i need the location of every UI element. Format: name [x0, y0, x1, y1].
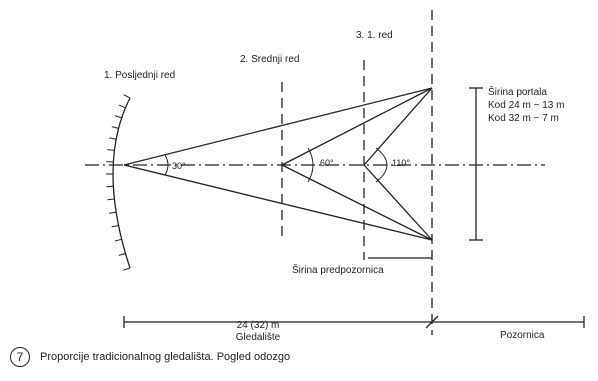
label-proscenium-width: Širina predpozornica	[292, 263, 384, 276]
seat-tick	[107, 198, 115, 201]
label-row-middle: 2. Srednji red	[240, 54, 299, 65]
figure-caption: 7 Proporcije tradicionalnog gledališta. …	[10, 345, 290, 369]
seat-tick	[109, 137, 117, 140]
angle-arc-30	[164, 154, 169, 176]
label-portal-24: Kod 24 m ~ 13 m	[488, 100, 564, 111]
label-portal-title: Širina portala	[488, 85, 547, 98]
label-row-last: 1. Posljednji red	[104, 70, 175, 81]
angle-arc-60	[307, 147, 314, 183]
back-row-seat-ticks	[106, 94, 131, 271]
portal-width-dimension	[469, 87, 483, 241]
label-stage: Pozornica	[500, 330, 545, 341]
back-row-arc	[106, 94, 131, 271]
seat-tick	[114, 238, 122, 242]
caption-number: 7	[10, 347, 30, 367]
label-portal-32: Kod 32 m ~ 7 m	[488, 113, 559, 124]
seat-tick	[111, 225, 119, 228]
depth-dimension	[123, 315, 585, 329]
angle-arc-110	[375, 147, 388, 183]
label-auditorium-name: Gledalište	[236, 332, 281, 343]
caption-text: Proporcije tradicionalnog gledališta. Po…	[40, 351, 291, 363]
seat-tick	[118, 104, 126, 109]
seat-tick	[111, 126, 119, 129]
sight-lines	[123, 87, 433, 241]
seat-tick	[114, 115, 122, 119]
label-angle-30: 30°	[172, 161, 186, 171]
seat-tick	[123, 267, 131, 271]
label-auditorium-depth: 24 (32) m	[237, 320, 280, 331]
label-row-first: 3. 1. red	[356, 30, 393, 41]
label-angle-60: 60°	[320, 158, 334, 168]
seat-tick	[118, 253, 126, 256]
label-angle-110: 110°	[392, 158, 410, 168]
seat-tick	[123, 94, 131, 99]
seat-tick	[107, 149, 115, 151]
seat-tick	[109, 211, 117, 214]
